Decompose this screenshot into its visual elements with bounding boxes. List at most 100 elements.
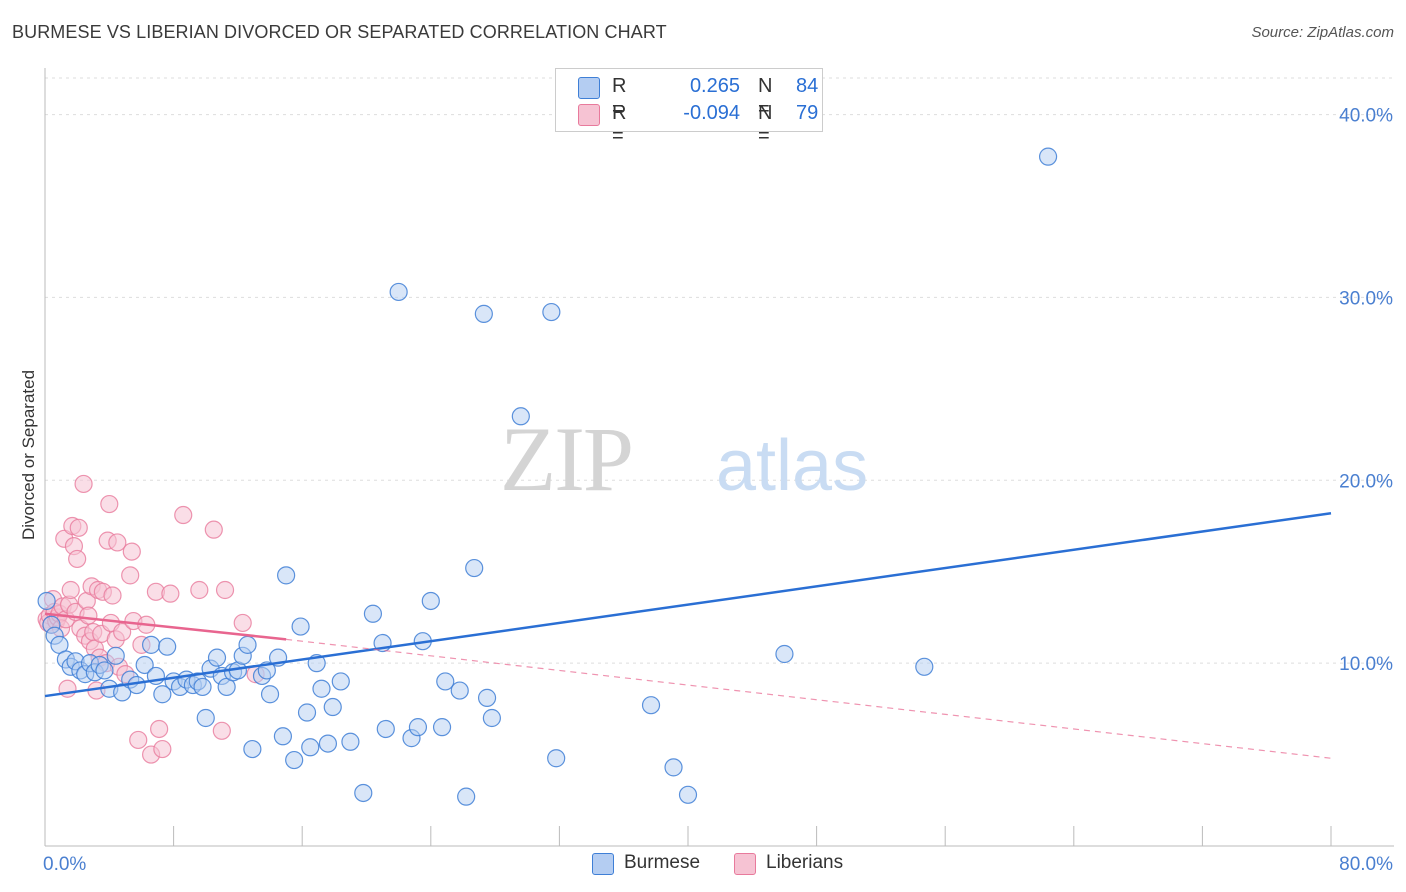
- burmese-point: [376, 719, 395, 739]
- y-tick-label: 40.0%: [1339, 106, 1393, 127]
- liberians-point: [212, 721, 231, 740]
- burmese-point: [408, 718, 428, 737]
- burmese-point: [95, 661, 114, 680]
- burmese-point: [301, 738, 320, 757]
- liberians-point: [108, 533, 127, 552]
- burmese-point: [243, 739, 262, 759]
- burmese-point: [547, 749, 566, 768]
- liberians-point: [129, 730, 148, 750]
- liberians-point: [122, 542, 141, 561]
- burmese-swatch: [578, 77, 600, 99]
- liberians-point: [103, 586, 122, 605]
- liberians-swatch: [578, 104, 600, 126]
- burmese-point: [141, 635, 161, 654]
- liberians-point: [174, 505, 193, 525]
- burmese-point: [465, 558, 484, 578]
- liberians-point: [204, 520, 223, 539]
- burmese-point: [436, 672, 455, 691]
- burmese-point: [432, 718, 452, 737]
- n-value: 84: [796, 75, 819, 97]
- liberians-point: [153, 739, 172, 759]
- burmese-point: [477, 688, 497, 707]
- legend-label: Liberians: [766, 852, 844, 873]
- burmese-point: [106, 646, 125, 665]
- gridlines: [45, 77, 1394, 664]
- burmese-point: [285, 750, 304, 770]
- liberians-trend-line: [44, 612, 287, 641]
- liberians-point: [61, 580, 80, 600]
- chart-title: BURMESE VS LIBERIAN DIVORCED OR SEPARATE…: [12, 22, 667, 42]
- burmese-point: [354, 783, 373, 803]
- n-label: N =: [758, 75, 773, 120]
- watermark-atlas: atlas: [716, 426, 868, 506]
- burmese-point: [915, 657, 934, 676]
- burmese-point: [641, 696, 661, 715]
- burmese-point: [153, 685, 172, 704]
- n-value: 79: [796, 102, 819, 124]
- burmese-point: [196, 708, 215, 728]
- r-value: -0.094: [683, 102, 740, 124]
- y-tick-label: 20.0%: [1339, 471, 1393, 492]
- liberians-point: [69, 518, 88, 537]
- burmese-point: [341, 732, 360, 751]
- burmese-point: [318, 734, 338, 753]
- legend-label: Burmese: [624, 852, 701, 873]
- burmese-trend-line: [44, 511, 1332, 698]
- liberians-point: [68, 549, 87, 569]
- burmese-point: [323, 697, 342, 717]
- burmese-point: [277, 566, 296, 585]
- burmese-point: [331, 672, 350, 691]
- liberians-point: [150, 719, 169, 739]
- x-tick-label: 0.0%: [43, 854, 86, 875]
- correlation-legend: R = 0.265 N = 84 R = -0.094 N = 79: [555, 68, 823, 147]
- n-label: N =: [758, 102, 773, 147]
- liberians-point: [79, 606, 98, 625]
- liberians-points: [37, 474, 265, 764]
- burmese-point: [450, 681, 469, 700]
- burmese-point: [158, 637, 177, 656]
- liberians-point: [74, 474, 93, 494]
- burmese-point: [312, 679, 331, 698]
- burmese-point: [37, 591, 56, 611]
- liberians-point: [233, 613, 252, 633]
- source-label: Source: ZipAtlas.com: [1251, 24, 1394, 41]
- burmese-point: [135, 655, 154, 675]
- burmese-point: [511, 407, 530, 426]
- watermark: ZIP atlas: [500, 408, 868, 510]
- burmese-point: [363, 604, 383, 623]
- burmese-point: [775, 644, 794, 664]
- tick-labels: 10.0% 20.0% 30.0% 40.0% 0.0% 80.0%: [43, 106, 1393, 875]
- burmese-point: [664, 758, 683, 777]
- burmese-point: [1038, 147, 1058, 166]
- liberians-point: [113, 622, 132, 642]
- liberians-point: [215, 580, 235, 600]
- r-label: R =: [612, 102, 627, 147]
- burmese-point: [260, 685, 280, 704]
- liberians-point: [100, 494, 119, 514]
- liberians-point: [190, 580, 209, 600]
- burmese-point: [482, 708, 501, 728]
- x-tick-label: 80.0%: [1339, 854, 1393, 875]
- burmese-point: [678, 785, 698, 804]
- y-axis-label: Divorced or Separated: [19, 370, 38, 540]
- r-label: R =: [612, 75, 627, 120]
- liberians-point: [121, 566, 140, 585]
- liberians-point: [161, 584, 180, 603]
- burmese-swatch: [592, 853, 614, 875]
- burmese-point: [421, 591, 440, 611]
- burmese-point: [193, 677, 212, 697]
- y-tick-label: 30.0%: [1339, 288, 1393, 309]
- y-tick-label: 10.0%: [1339, 654, 1393, 675]
- burmese-point: [542, 302, 561, 322]
- burmese-point: [207, 648, 227, 667]
- trend-lines: [44, 511, 1332, 759]
- burmese-point: [291, 617, 310, 636]
- liberians-swatch: [734, 853, 756, 875]
- burmese-point: [457, 787, 476, 806]
- burmese-point: [474, 304, 493, 323]
- burmese-point: [238, 635, 257, 654]
- burmese-points: [37, 147, 1058, 806]
- liberians-trend-extension: [286, 638, 1332, 759]
- burmese-point: [273, 727, 293, 746]
